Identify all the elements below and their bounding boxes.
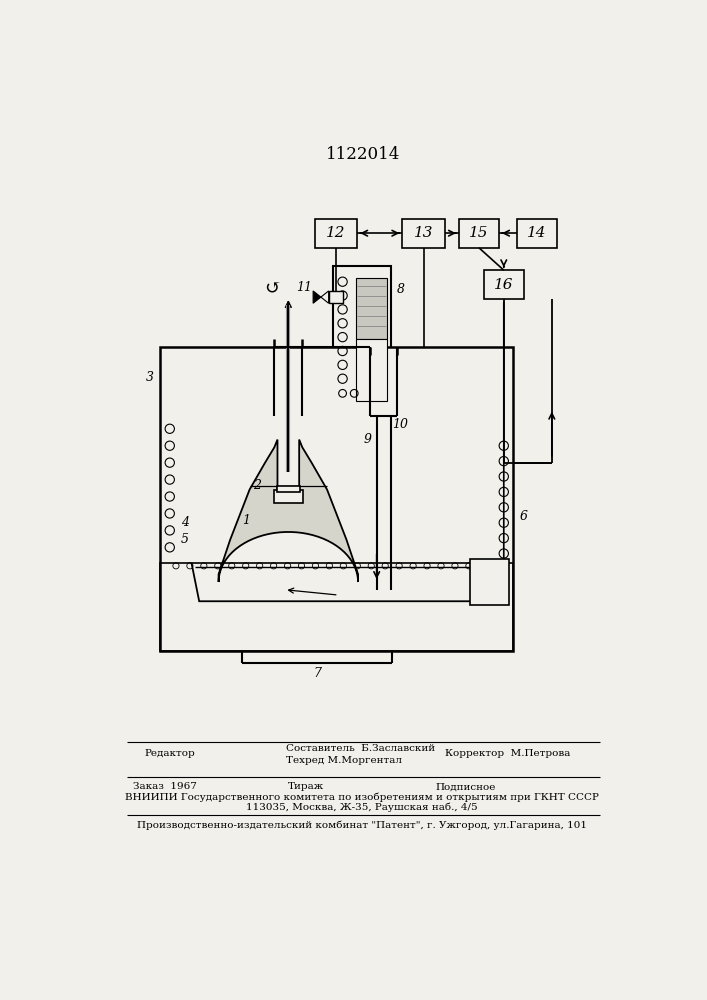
Bar: [356, 339, 387, 401]
Bar: [160, 563, 513, 651]
Text: Тираж: Тираж: [288, 782, 325, 791]
Text: 8: 8: [397, 283, 405, 296]
Text: ВНИИПИ Государственного комитета по изобретениям и открытиям при ГКНТ СССР: ВНИИПИ Государственного комитета по изоб…: [125, 793, 599, 802]
Bar: [329, 291, 343, 303]
Text: 12: 12: [326, 226, 346, 240]
Polygon shape: [313, 291, 321, 303]
Text: 14: 14: [527, 226, 547, 240]
Text: ↺: ↺: [264, 280, 281, 298]
Bar: [517, 219, 557, 248]
Text: 3: 3: [146, 371, 153, 384]
Text: 6: 6: [519, 510, 527, 523]
Text: 4: 4: [180, 516, 189, 529]
Text: Техред М.Моргентал: Техред М.Моргентал: [286, 756, 402, 765]
Polygon shape: [321, 291, 329, 303]
Bar: [315, 219, 357, 248]
Text: 2: 2: [253, 479, 262, 492]
Text: 1: 1: [242, 514, 250, 527]
Text: Корректор  М.Петрова: Корректор М.Петрова: [445, 749, 571, 758]
Text: Заказ  1967: Заказ 1967: [134, 782, 197, 791]
Text: 1122014: 1122014: [325, 146, 400, 163]
Text: 13: 13: [414, 226, 433, 240]
Bar: [484, 270, 524, 299]
Text: Редактор: Редактор: [144, 749, 195, 758]
Text: Составитель  Б.Заславский: Составитель Б.Заславский: [286, 744, 435, 753]
Text: 10: 10: [392, 418, 408, 431]
Text: Производственно-издательский комбинат "Патент", г. Ужгород, ул.Гагарина, 101: Производственно-издательский комбинат "П…: [137, 821, 587, 830]
Bar: [160, 563, 513, 651]
Text: 7: 7: [313, 667, 321, 680]
Text: 9: 9: [363, 433, 371, 446]
Bar: [276, 486, 300, 492]
Bar: [402, 219, 445, 248]
Bar: [470, 559, 509, 605]
Text: 16: 16: [494, 278, 513, 292]
Text: Подписное: Подписное: [436, 782, 496, 791]
Polygon shape: [218, 440, 358, 582]
Text: 11: 11: [296, 281, 312, 294]
Bar: [356, 278, 387, 339]
Bar: [332, 266, 391, 416]
Bar: [459, 219, 499, 248]
Text: 5: 5: [180, 533, 189, 546]
Bar: [160, 347, 513, 651]
Bar: [274, 490, 303, 503]
Text: 15: 15: [469, 226, 489, 240]
Text: 113035, Москва, Ж-35, Раушская наб., 4/5: 113035, Москва, Ж-35, Раушская наб., 4/5: [246, 802, 478, 812]
